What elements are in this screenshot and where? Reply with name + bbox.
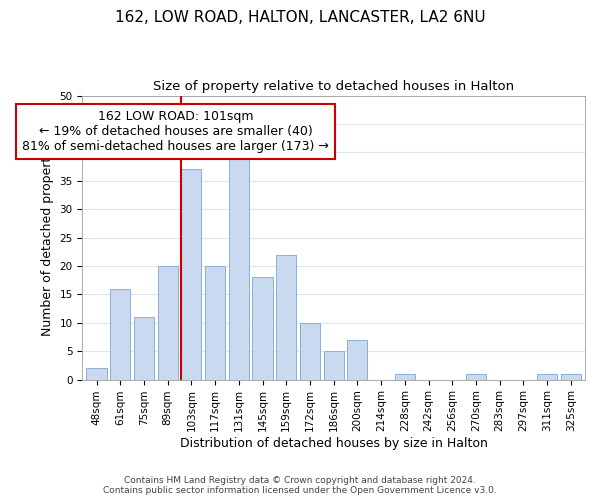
- Text: 162, LOW ROAD, HALTON, LANCASTER, LA2 6NU: 162, LOW ROAD, HALTON, LANCASTER, LA2 6N…: [115, 10, 485, 25]
- Bar: [253, 278, 272, 380]
- Bar: [347, 340, 367, 380]
- Text: Contains HM Land Registry data © Crown copyright and database right 2024.
Contai: Contains HM Land Registry data © Crown c…: [103, 476, 497, 495]
- Bar: [86, 368, 107, 380]
- Title: Size of property relative to detached houses in Halton: Size of property relative to detached ho…: [153, 80, 514, 93]
- Bar: [395, 374, 415, 380]
- Bar: [110, 288, 130, 380]
- Bar: [158, 266, 178, 380]
- Bar: [300, 323, 320, 380]
- Bar: [205, 266, 225, 380]
- Y-axis label: Number of detached properties: Number of detached properties: [41, 139, 54, 336]
- Bar: [560, 374, 581, 380]
- Bar: [466, 374, 486, 380]
- Bar: [537, 374, 557, 380]
- Bar: [134, 317, 154, 380]
- Text: 162 LOW ROAD: 101sqm
← 19% of detached houses are smaller (40)
81% of semi-detac: 162 LOW ROAD: 101sqm ← 19% of detached h…: [22, 110, 329, 153]
- Bar: [323, 351, 344, 380]
- Bar: [276, 254, 296, 380]
- Bar: [229, 152, 249, 380]
- X-axis label: Distribution of detached houses by size in Halton: Distribution of detached houses by size …: [180, 437, 488, 450]
- Bar: [181, 170, 202, 380]
